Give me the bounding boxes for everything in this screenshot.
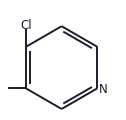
Text: Cl: Cl [20, 19, 32, 32]
Text: N: N [99, 83, 107, 96]
